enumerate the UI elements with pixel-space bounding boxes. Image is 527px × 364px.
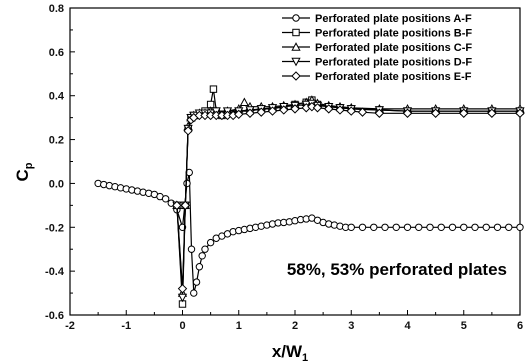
legend-label: Perforated plate positions E-F: [315, 71, 472, 83]
data-point: [187, 245, 196, 253]
y-tick-label: -0.2: [45, 222, 64, 234]
y-tick-label: 0.2: [49, 135, 64, 147]
legend-label: Perforated plate positions A-F: [315, 13, 472, 25]
legend-entry: Perforated plate positions C-F: [282, 42, 472, 54]
legend-entry: Perforated plate positions E-F: [282, 71, 472, 83]
data-point: [493, 223, 502, 231]
series-layer: [94, 85, 525, 308]
legend-entry: Perforated plate positions B-F: [282, 28, 472, 40]
data-point: [177, 293, 188, 303]
y-tick-label: -0.4: [45, 266, 65, 278]
y-axis-label-main: C: [13, 169, 32, 181]
y-axis-label-sub: p: [23, 162, 35, 169]
data-point: [267, 106, 278, 116]
data-point: [161, 195, 170, 203]
data-point: [426, 223, 434, 231]
x-tick-label: 1: [236, 320, 242, 332]
x-tick-label: 5: [461, 320, 467, 332]
data-point: [190, 289, 198, 297]
data-point: [192, 278, 201, 286]
data-point: [290, 104, 300, 114]
data-point: [201, 245, 209, 253]
data-point: [516, 223, 524, 231]
data-point: [324, 104, 334, 114]
x-tick-label: 6: [517, 320, 523, 332]
x-axis-label-main: x/W: [272, 342, 303, 361]
data-point: [448, 223, 457, 231]
legend-label: Perforated plate positions B-F: [315, 28, 472, 40]
data-point: [374, 108, 385, 118]
data-point: [358, 223, 367, 231]
x-axis-label-sub: 1: [302, 352, 308, 364]
legend: Perforated plate positions A-F Perforated…: [282, 13, 472, 83]
legend-marker: [291, 57, 301, 67]
axis-ticks: -2 -1 0 1 2 3 4 5 6 -0.6 -0.4 -0.2 0.0 0.2 0.4 0.6 0.8: [45, 3, 523, 332]
data-point: [180, 200, 191, 211]
data-point: [505, 223, 513, 231]
legend-marker: [292, 28, 300, 37]
data-point: [381, 223, 389, 231]
data-point: [392, 223, 400, 231]
legend-entry: Perforated plate positions D-F: [282, 57, 472, 69]
x-tick-label: -2: [65, 320, 75, 332]
data-point: [402, 108, 413, 118]
data-point: [459, 108, 469, 118]
y-tick-label: 0.0: [49, 178, 64, 190]
data-point: [515, 108, 525, 118]
x-tick-label: 3: [348, 320, 354, 332]
data-point: [183, 179, 191, 188]
data-point: [195, 263, 204, 271]
data-point: [177, 283, 188, 294]
data-point: [239, 97, 250, 106]
data-point: [206, 238, 215, 247]
data-point: [183, 126, 193, 136]
data-point: [335, 105, 345, 115]
y-tick-label: 0.8: [49, 3, 64, 15]
legend-label: Perforated plate positions C-F: [315, 42, 472, 54]
x-tick-label: 2: [292, 320, 298, 332]
data-point: [471, 223, 479, 231]
data-point: [172, 200, 182, 211]
data-point: [482, 223, 490, 231]
data-point: [245, 108, 255, 118]
data-point: [234, 109, 244, 120]
data-point: [279, 105, 289, 115]
legend-entry: Perforated plate positions A-F: [282, 13, 472, 25]
data-point: [198, 252, 206, 260]
legend-marker: [292, 14, 300, 22]
data-point: [312, 103, 323, 113]
x-tick-label: -1: [121, 320, 131, 332]
y-tick-label: 0.6: [49, 47, 64, 59]
annotation: 58%, 53% perforated plates: [287, 260, 507, 279]
data-point: [487, 108, 497, 118]
data-point: [430, 108, 441, 118]
data-point: [403, 223, 412, 231]
x-tick-label: 4: [404, 320, 411, 332]
y-tick-label: 0.4: [49, 91, 65, 103]
data-point: [347, 223, 355, 231]
y-axis-label: Cp: [13, 162, 35, 181]
data-point: [370, 223, 378, 231]
x-axis-label: x/W1: [272, 342, 308, 364]
y-tick-label: -0.6: [45, 310, 64, 322]
data-point: [346, 106, 356, 116]
data-point: [209, 85, 218, 93]
data-point: [460, 223, 468, 231]
data-point: [357, 107, 368, 117]
data-point: [437, 223, 445, 231]
legend-marker: [291, 42, 301, 51]
data-point: [256, 107, 266, 117]
series-5: [172, 101, 525, 294]
legend-label: Perforated plate positions D-F: [315, 57, 472, 69]
series-1: [94, 168, 524, 297]
x-tick-label: 0: [179, 320, 185, 332]
legend-marker: [291, 71, 301, 81]
data-point: [415, 223, 423, 231]
